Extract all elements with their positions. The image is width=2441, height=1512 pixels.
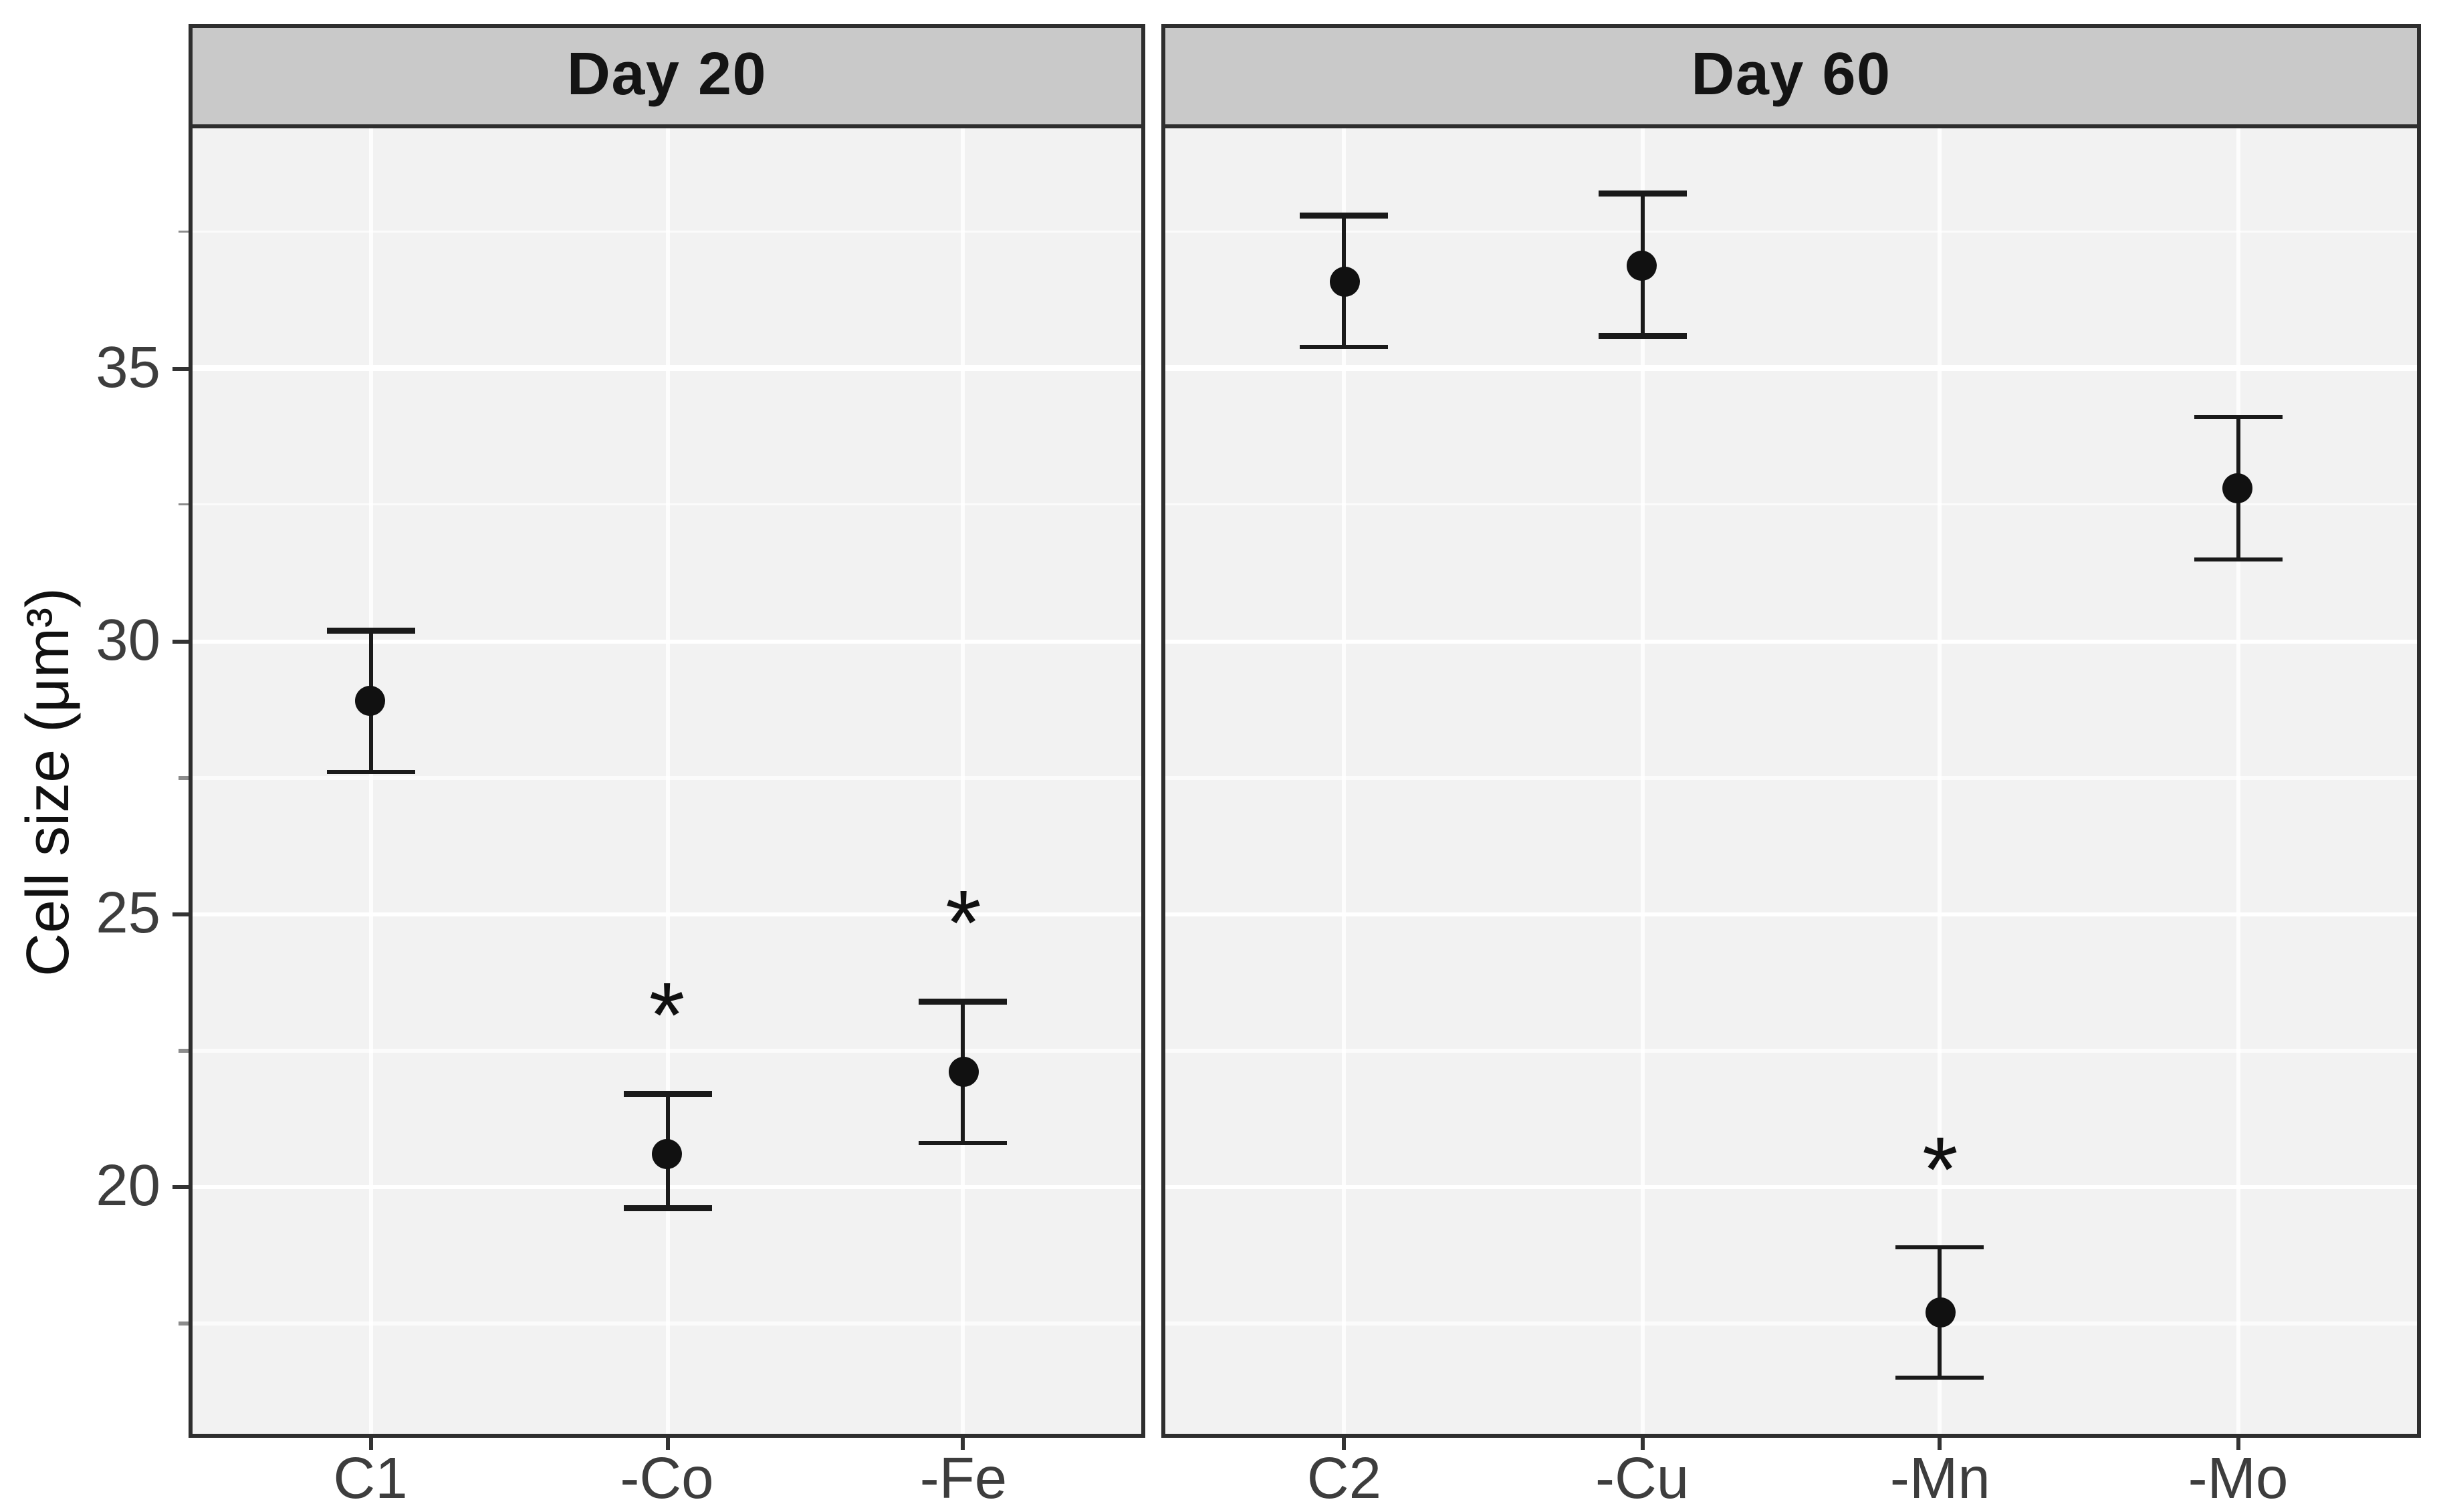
y-axis-major-tick (172, 639, 189, 644)
y-axis-minor-tick (179, 230, 189, 234)
category-gridline (1938, 128, 1942, 1434)
y-axis-title: Cell size (μm³) (16, 588, 82, 977)
errorbar-cap-upper (2194, 414, 2283, 420)
y-axis-tick-label: 20 (96, 1154, 160, 1219)
errorbar-cap-upper (1300, 213, 1389, 219)
errorbar-cap-upper (326, 628, 415, 633)
significance-star: * (945, 870, 981, 975)
minor-gridline (1165, 503, 2417, 507)
facet-header: Day 60 (1161, 24, 2421, 128)
category-gridline (2236, 128, 2240, 1434)
x-axis-tick (368, 1438, 373, 1450)
major-gridline (1165, 1184, 2417, 1190)
major-gridline (1165, 638, 2417, 644)
minor-gridline (1165, 1049, 2417, 1052)
errorbar-cap-upper (1895, 1244, 1984, 1250)
y-axis-minor-tick (179, 1049, 189, 1052)
mean-point (948, 1057, 979, 1088)
facet-panel: * * (189, 128, 1145, 1438)
mean-point (1627, 249, 1657, 280)
x-axis-category-label: -Mo (2188, 1448, 2289, 1512)
category-gridline (961, 128, 965, 1434)
mean-point (355, 686, 386, 717)
major-gridline (1165, 366, 2417, 371)
category-gridline (1342, 128, 1347, 1434)
mean-point (2223, 473, 2254, 504)
y-axis-minor-tick (179, 503, 189, 507)
minor-gridline (1165, 1321, 2417, 1325)
category-gridline (665, 128, 669, 1434)
facet-title: Day 60 (1691, 42, 1891, 108)
facet-header: Day 20 (189, 24, 1145, 128)
errorbar-cap-lower (1895, 1375, 1984, 1380)
y-axis-major-tick (172, 366, 189, 371)
errorbar-cap-lower (326, 769, 415, 775)
x-axis-category-label: C1 (333, 1448, 408, 1512)
x-axis-category-label: -Fe (919, 1448, 1008, 1512)
x-axis-tick (1342, 1438, 1347, 1450)
facet-title: Day 20 (566, 42, 768, 108)
errorbar-cap-lower (919, 1140, 1008, 1146)
y-axis-minor-tick (179, 776, 189, 779)
category-gridline (1640, 128, 1645, 1434)
x-axis-tick (1938, 1438, 1942, 1450)
significance-star: * (1922, 1116, 1958, 1221)
y-axis-major-tick (172, 1184, 189, 1189)
mean-point (652, 1139, 682, 1170)
errorbar-cap-upper (622, 1091, 711, 1097)
x-axis-tick (1640, 1438, 1645, 1450)
minor-gridline (1165, 776, 2417, 779)
major-gridline (1165, 911, 2417, 917)
category-gridline (368, 128, 373, 1434)
x-axis-tick (665, 1438, 669, 1450)
significance-star: * (649, 963, 685, 1067)
y-axis-minor-tick (179, 1321, 189, 1325)
mean-point (1328, 266, 1359, 297)
x-axis-category-label: C2 (1306, 1448, 1382, 1512)
errorbar-cap-lower (1300, 344, 1389, 350)
errorbar-cap-upper (919, 999, 1008, 1004)
errorbar-cap-upper (1598, 191, 1687, 197)
x-axis-category-label: -Co (620, 1448, 714, 1512)
x-axis-category-label: -Cu (1595, 1448, 1690, 1512)
mean-point (1925, 1297, 1956, 1328)
y-axis-tick-label: 30 (96, 609, 160, 674)
y-axis-tick-label: 25 (96, 882, 160, 947)
y-axis-tick-label: 35 (96, 336, 160, 401)
errorbar-cap-lower (622, 1206, 711, 1211)
x-axis-tick (2236, 1438, 2240, 1450)
errorbar-cap-lower (1598, 333, 1687, 338)
minor-gridline (1165, 230, 2417, 234)
x-axis-category-label: -Mn (1889, 1448, 1990, 1512)
facet-panel: * (1161, 128, 2421, 1438)
errorbar-cap-lower (2194, 557, 2283, 562)
x-axis-tick (961, 1438, 965, 1450)
y-axis-major-tick (172, 912, 189, 916)
